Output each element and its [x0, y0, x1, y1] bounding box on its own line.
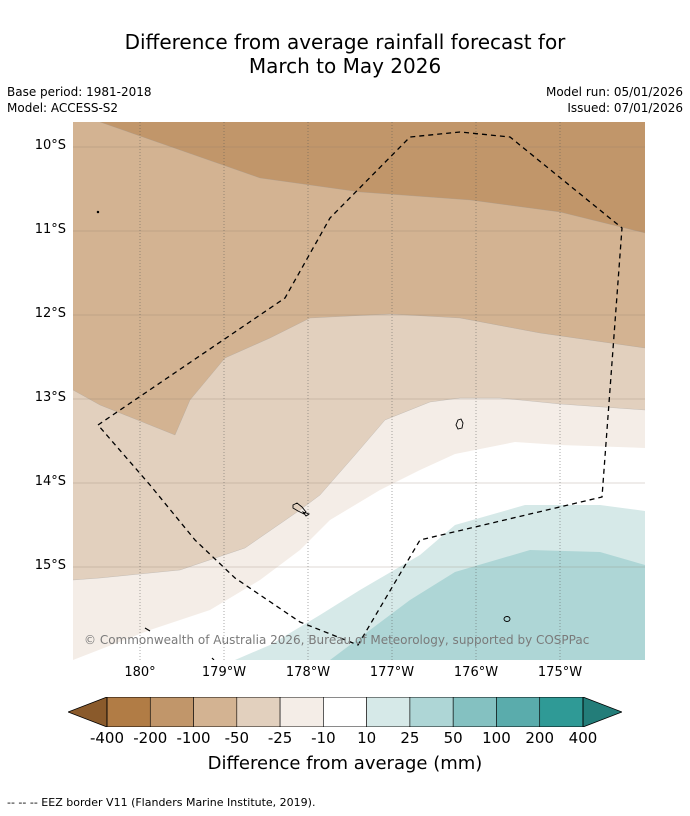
eez-footnote: -- -- -- EEZ border V11 (Flanders Marine… [7, 796, 316, 809]
meta-left: Base period: 1981-2018 Model: ACCESS-S2 [7, 84, 152, 116]
lat-label-12s: 12°S [34, 306, 66, 321]
copyright-notice: © Commonwealth of Australia 2026, Bureau… [84, 633, 590, 647]
lon-label-175w: 175°W [537, 665, 583, 680]
lat-label-15s: 15°S [34, 558, 66, 573]
lat-label-13s: 13°S [34, 390, 66, 405]
eez-border [97, 131, 623, 646]
colorbar-segment [236, 697, 281, 727]
band-minus-200 [100, 122, 645, 233]
lat-label-11s: 11°S [34, 222, 66, 237]
colorbar-segment [409, 697, 454, 727]
page-title: Difference from average rainfall forecas… [0, 30, 690, 78]
meta-right: Model run: 05/01/2026 Issued: 07/01/2026 [546, 84, 683, 116]
colorbar-segment [452, 697, 497, 727]
lat-label-14s: 14°S [34, 474, 66, 489]
rainfall-map [73, 122, 645, 660]
title-line-1: Difference from average rainfall forecas… [124, 30, 566, 54]
lon-label-179w: 179°W [201, 665, 247, 680]
model-run-date: Model run: 05/01/2026 [545, 85, 683, 99]
colorbar-segment [323, 697, 367, 727]
colorbar-segment [106, 697, 151, 727]
title-line-2: March to May 2026 [248, 54, 442, 78]
lon-label-180: 180° [124, 665, 156, 680]
map-area: 10°S 11°S 12°S 13°S 14°S 15°S 180° 179°W… [34, 122, 645, 680]
base-period: Base period: 1981-2018 [7, 85, 152, 99]
colorbar-segment [539, 697, 584, 727]
colorbar-tick-label: 200 [525, 729, 555, 747]
lon-label-178w: 178°W [285, 665, 331, 680]
colorbar-tick-label: 400 [568, 729, 598, 747]
colorbar-tick-label: 25 [400, 729, 420, 747]
colorbar-extend-high [582, 697, 622, 727]
colorbar-tick-label: -25 [267, 729, 293, 747]
colorbar-segment [149, 697, 194, 727]
colorbar-tick-label: -200 [133, 729, 168, 747]
colorbar [68, 697, 622, 727]
colorbar-segment [193, 697, 238, 727]
colorbar-tick-label: -10 [311, 729, 336, 747]
colorbar-segment [366, 697, 411, 727]
colorbar-label: Difference from average (mm) [207, 753, 483, 774]
band-plus-25 [330, 550, 645, 660]
colorbar-extend-low [68, 697, 108, 727]
lat-label-10s: 10°S [34, 138, 66, 153]
colorbar-tick-label: 10 [357, 729, 377, 747]
issued-date: Issued: 07/01/2026 [567, 101, 683, 115]
colorbar-tick-label: -100 [176, 729, 211, 747]
island-outlines [96, 210, 511, 660]
colorbar-tick-label: 50 [443, 729, 463, 747]
colorbar-segment [279, 697, 324, 727]
colorbar-tick-label: -50 [224, 729, 250, 747]
colorbar-segment [496, 697, 541, 727]
colorbar-tick-label: -400 [89, 729, 125, 747]
model-name: Model: ACCESS-S2 [7, 101, 119, 115]
lon-label-176w: 176°W [453, 665, 499, 680]
lat-gridlines [73, 146, 645, 568]
lon-label-177w: 177°W [369, 665, 415, 680]
colorbar-tick-label: 100 [482, 729, 511, 747]
